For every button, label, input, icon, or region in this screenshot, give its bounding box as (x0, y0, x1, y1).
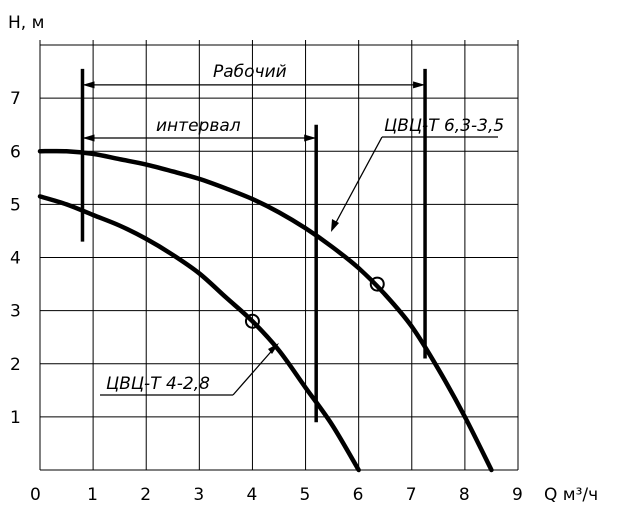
y-tick-label: 7 (10, 89, 21, 109)
y-tick-label: 6 (10, 142, 21, 162)
x-tick-label: 3 (193, 485, 204, 505)
x-axis-label: Q м³/ч (544, 485, 598, 505)
annotation-interval: интервал (156, 116, 241, 136)
x-tick-label: 5 (300, 485, 311, 505)
arrowhead-right-0 (413, 81, 426, 89)
y-tick-label: 1 (10, 408, 21, 428)
labels: Н, м Q м³/ч Рабочий интервал ЦВЦ-Т 6,3-3… (8, 13, 598, 505)
x-tick-label: 2 (140, 485, 151, 505)
curve-series-1 (37, 194, 361, 473)
leader-lines (100, 136, 498, 396)
boundary-lines (80, 68, 427, 423)
series-label-tsvts-6-3-3-5: ЦВЦ-Т 6,3-3,5 (384, 116, 504, 136)
leader-arrowhead-1 (268, 343, 279, 354)
y-tick-label: 2 (10, 355, 21, 375)
arrowhead-left-1 (82, 134, 95, 142)
annotation-rabochiy: Рабочий (213, 62, 287, 82)
curves (37, 148, 494, 473)
series-label-tsvts-4-2-8: ЦВЦ-Т 4-2,8 (106, 374, 210, 394)
dimension-lines (82, 81, 426, 142)
arrowhead-right-1 (304, 134, 317, 142)
x-tick-label: 4 (246, 485, 257, 505)
y-tick-label: 4 (10, 249, 21, 269)
y-tick-label: 3 (10, 302, 21, 322)
x-tick-label: 8 (459, 485, 470, 505)
leader-line-1 (232, 345, 277, 396)
grid (39, 40, 519, 471)
curve-series-0 (37, 148, 494, 473)
x-tick-label: 7 (406, 485, 417, 505)
x-tick-label: 0 (30, 485, 41, 505)
x-tick-label: 6 (353, 485, 364, 505)
x-tick-label: 9 (512, 485, 523, 505)
y-axis-label: Н, м (8, 13, 44, 33)
arrowhead-left-0 (82, 81, 95, 89)
y-tick-label: 5 (10, 195, 21, 215)
x-tick-label: 1 (87, 485, 98, 505)
operating-point-marker-1 (244, 313, 260, 329)
operating-point-marker-0 (369, 276, 385, 292)
leader-arrowhead-0 (331, 219, 339, 232)
leader-line-0 (332, 136, 383, 229)
